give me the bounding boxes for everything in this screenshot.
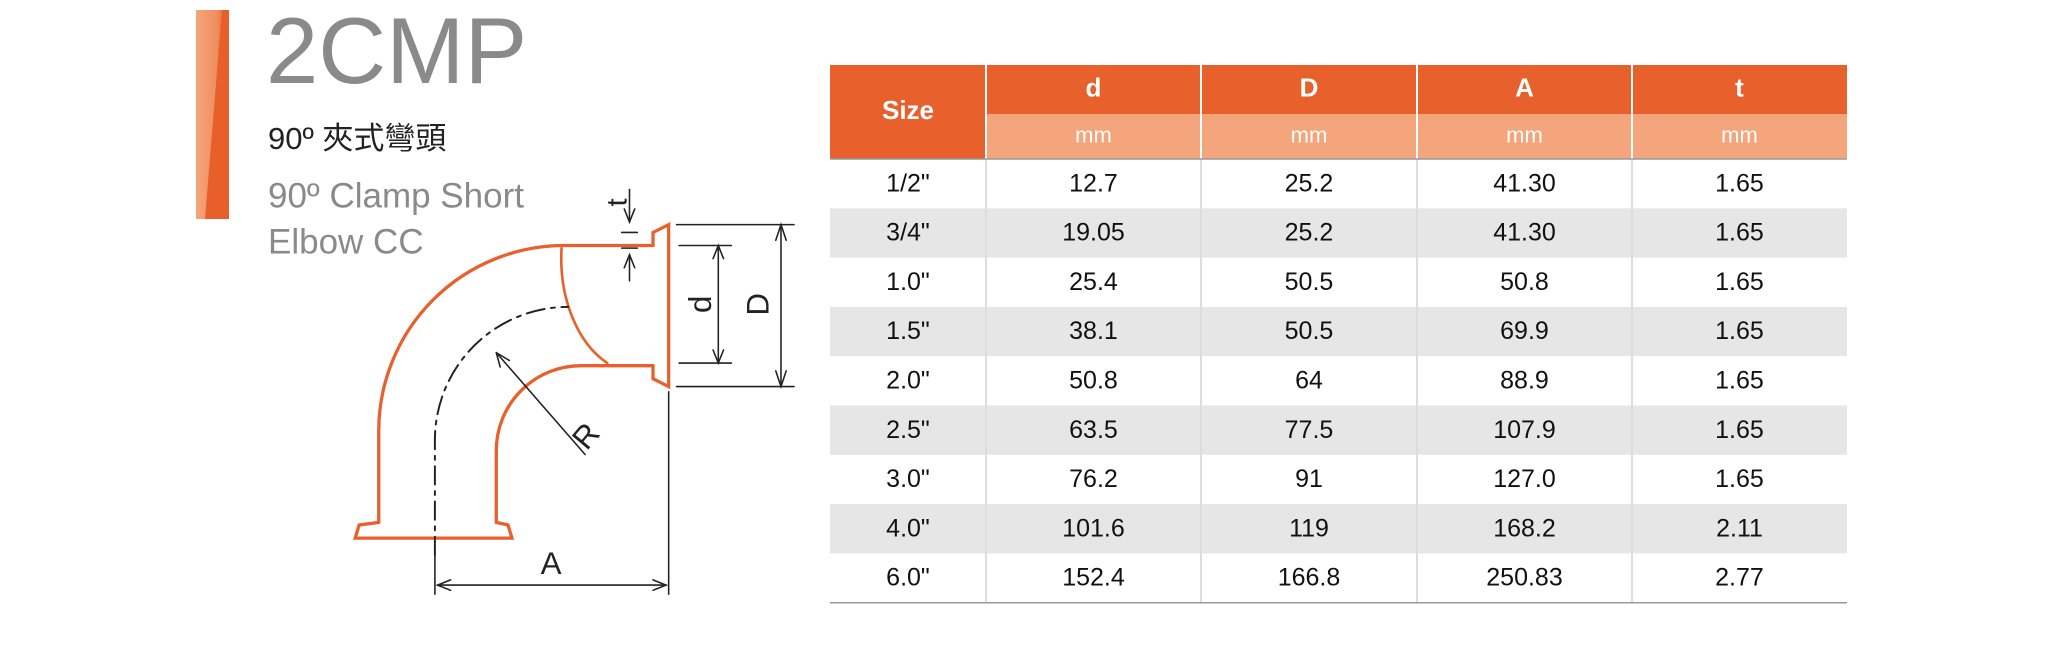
cell: 25.4 <box>1069 268 1118 296</box>
center-line <box>433 305 570 557</box>
cell: 3.0" <box>886 465 930 493</box>
cell: 41.30 <box>1493 219 1556 247</box>
cell: 2.0" <box>886 366 930 394</box>
cell: 25.2 <box>1285 219 1334 247</box>
product-name-en: Elbow CC <box>268 222 424 261</box>
size-header-bg <box>830 113 986 159</box>
cell: 2.11 <box>1716 514 1763 542</box>
cell: 119 <box>1289 514 1329 542</box>
label-R: R <box>565 416 606 456</box>
bore-edge <box>559 246 609 365</box>
cell: 76.2 <box>1069 465 1118 493</box>
cell: 1.65 <box>1715 219 1764 247</box>
label-A: A <box>541 546 562 581</box>
unit-cell: mm <box>1075 122 1112 147</box>
cell: 1.65 <box>1715 366 1764 394</box>
cell: 50.5 <box>1285 317 1334 345</box>
cell: 63.5 <box>1069 416 1118 444</box>
cell: 77.5 <box>1285 416 1334 444</box>
cell: 91 <box>1295 465 1323 493</box>
arrowheads <box>435 208 787 592</box>
cell: 4.0" <box>886 514 930 542</box>
label-D: D <box>740 293 775 316</box>
cell: 166.8 <box>1278 564 1341 592</box>
unit-cell: mm <box>1721 122 1758 147</box>
cell: 25.2 <box>1285 169 1334 197</box>
cell: 1/2" <box>886 169 930 197</box>
cell: 1.5" <box>886 317 930 345</box>
cell: 64 <box>1295 366 1323 394</box>
header-bg <box>830 65 1847 114</box>
cell: 41.30 <box>1493 169 1556 197</box>
outer-wall <box>377 243 655 525</box>
cell: 50.8 <box>1069 366 1118 394</box>
header-cell: d <box>1086 72 1102 102</box>
product-name-en: 90º Clamp Short <box>268 176 524 215</box>
cell: 12.7 <box>1069 169 1118 197</box>
cell: 1.65 <box>1715 416 1764 444</box>
cell: 38.1 <box>1069 317 1118 345</box>
cell: 88.9 <box>1500 366 1549 394</box>
row-stripe <box>830 504 1847 554</box>
product-code: 2CMP <box>266 0 527 103</box>
cell: 107.9 <box>1493 416 1556 444</box>
header-cell: D <box>1300 72 1319 102</box>
cell: 1.65 <box>1715 268 1764 296</box>
cell: 127.0 <box>1493 465 1556 493</box>
header-cell: t <box>1735 72 1744 102</box>
cell: 3/4" <box>886 219 930 247</box>
flange-right <box>651 221 671 390</box>
cell: 250.83 <box>1486 564 1562 592</box>
unit-cell: mm <box>1291 122 1328 147</box>
cell: 152.4 <box>1062 564 1125 592</box>
cell: 50.5 <box>1285 268 1334 296</box>
cell: 1.65 <box>1715 317 1764 345</box>
cell: 1.65 <box>1715 169 1764 197</box>
cell: 1.0" <box>886 268 930 296</box>
flange-bottom <box>353 520 515 540</box>
cell: 2.5" <box>886 416 930 444</box>
R-A-dimensions <box>434 351 670 596</box>
label-d: d <box>683 296 718 313</box>
accent-stripe <box>205 10 229 219</box>
cell: 19.05 <box>1062 219 1125 247</box>
cell: 1.65 <box>1715 465 1764 493</box>
row-stripe <box>830 306 1847 357</box>
inner-wall <box>494 364 655 525</box>
label-t: t <box>602 198 634 206</box>
t-dimension <box>620 188 639 282</box>
header-cell: Size <box>882 95 934 125</box>
cell: 50.8 <box>1500 268 1549 296</box>
cell: 168.2 <box>1493 514 1556 542</box>
header-cell: A <box>1515 72 1534 102</box>
spec-table: 1/2" 12.7 25.2 41.30 1.65 3/4" 19.05 25.2 41.30 1… <box>830 65 1847 604</box>
row-stripe <box>830 405 1847 455</box>
cell: 101.6 <box>1062 514 1125 542</box>
d-D-dimensions <box>675 223 795 388</box>
cell: 2.77 <box>1715 564 1764 592</box>
cell: 69.9 <box>1500 317 1549 345</box>
cell: 6.0" <box>886 564 930 592</box>
product-name-zh: 90º 夾式彎頭 <box>268 121 446 156</box>
unit-cell: mm <box>1506 122 1543 147</box>
row-stripe <box>830 208 1847 258</box>
